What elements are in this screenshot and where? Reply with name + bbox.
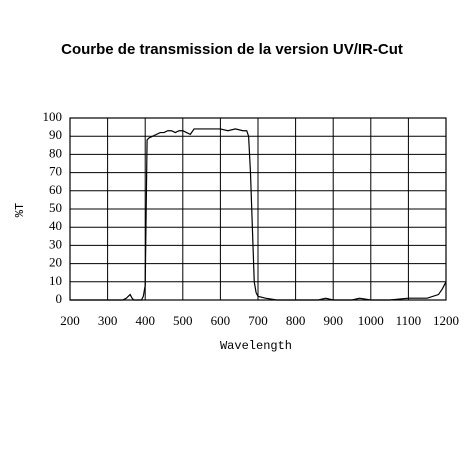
x-tick-label: 1100 <box>396 313 422 328</box>
y-tick-label: 20 <box>49 255 62 270</box>
x-tick-label: 1000 <box>358 313 384 328</box>
x-tick-label: 900 <box>323 313 343 328</box>
y-tick-label: 100 <box>43 109 63 124</box>
x-tick-label: 400 <box>135 313 155 328</box>
x-tick-label: 800 <box>286 313 306 328</box>
y-tick-label: 70 <box>49 164 62 179</box>
plot-frame <box>69 117 447 301</box>
y-tick-label: 50 <box>49 200 62 215</box>
y-tick-label: 10 <box>49 273 62 288</box>
y-tick-label: 0 <box>56 291 63 306</box>
x-tick-label: 700 <box>248 313 268 328</box>
y-axis-label: %T <box>13 203 27 217</box>
y-tick-label: 30 <box>49 236 62 251</box>
x-tick-label: 1200 <box>433 313 459 328</box>
line <box>70 128 447 301</box>
y-tick-label: 40 <box>49 218 62 233</box>
x-tick-label: 600 <box>211 313 231 328</box>
y-tick-label: 80 <box>49 145 62 160</box>
y-tick-label: 60 <box>49 182 62 197</box>
x-tick-label: 300 <box>98 313 118 328</box>
x-axis-label: Wavelength <box>220 339 292 353</box>
x-tick-label: 500 <box>173 313 193 328</box>
chart-title: Courbe de transmission de la version UV/… <box>61 41 403 58</box>
y-tick-label: 90 <box>49 127 62 142</box>
x-tick-label: 200 <box>60 313 80 328</box>
